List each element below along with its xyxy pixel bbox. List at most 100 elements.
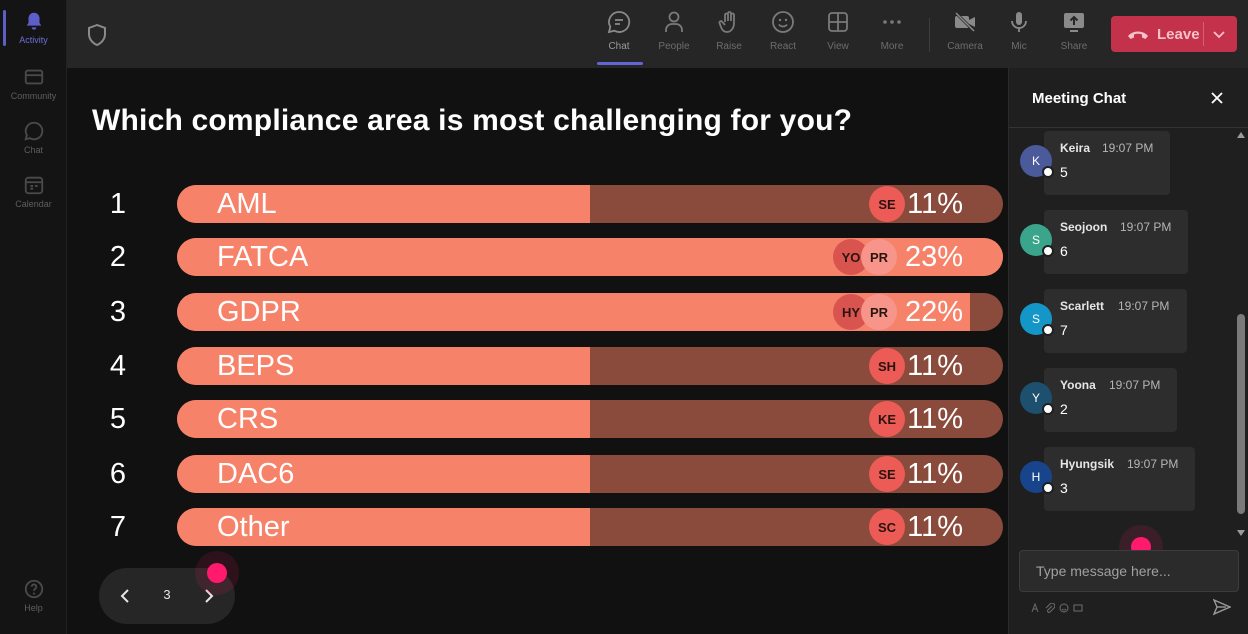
toolbar-camera-label: Camera — [947, 41, 983, 52]
poll-option-percent: 22% — [904, 296, 963, 328]
chat-message: Yoona 19:07 PM 2 Y — [1019, 368, 1219, 432]
send-icon[interactable] — [1213, 598, 1231, 616]
voter-avatar: PR — [861, 294, 897, 330]
message-bubble[interactable]: Yoona 19:07 PM 2 — [1044, 368, 1177, 432]
attach-icon[interactable] — [1045, 603, 1055, 613]
help-icon — [24, 579, 43, 599]
poll-option-row: 2 FATCA YO PR 23% — [67, 238, 1008, 276]
gif-icon[interactable] — [1073, 603, 1083, 613]
scroll-up-arrow-icon[interactable] — [1237, 132, 1245, 138]
shield-icon[interactable] — [87, 24, 107, 46]
toolbar-more-button[interactable]: More — [866, 10, 918, 62]
camera-off-icon — [954, 11, 976, 33]
poll-option-bar[interactable]: CRS KE 11% — [177, 400, 1003, 438]
poll-option-fill — [177, 508, 590, 546]
poll-option-bar[interactable]: GDPR HY PR 22% — [177, 293, 1003, 331]
poll-option-bar[interactable]: DAC6 SE 11% — [177, 455, 1003, 493]
bell-icon — [26, 12, 41, 30]
grid-icon — [828, 12, 848, 32]
chevron-right-icon[interactable] — [199, 586, 219, 606]
poll-option-label: AML — [217, 188, 277, 220]
format-icon[interactable] — [1031, 603, 1041, 613]
voter-avatar: SE — [869, 456, 905, 492]
chat-message: Seojoon 19:07 PM 6 S — [1019, 210, 1219, 274]
message-input[interactable] — [1020, 551, 1238, 591]
chat-message: Hyungsik 19:07 PM 3 H — [1019, 447, 1219, 511]
poll-option-bar[interactable]: BEPS SH 11% — [177, 347, 1003, 385]
poll-option-percent: 11% — [907, 403, 963, 435]
toolbar-divider — [929, 18, 930, 52]
voter-avatar: KE — [869, 401, 905, 437]
avatar[interactable]: S — [1020, 224, 1052, 256]
toolbar-people-button[interactable]: People — [648, 10, 700, 62]
poll-option-percent: 11% — [907, 511, 963, 543]
toolbar-camera-button[interactable]: Camera — [939, 10, 991, 62]
more-icon — [883, 20, 901, 24]
message-timestamp: 19:07 PM — [1118, 299, 1170, 313]
scrollbar-thumb[interactable] — [1237, 314, 1245, 514]
poll-option-label: DAC6 — [217, 458, 295, 490]
chevron-down-icon[interactable] — [1211, 26, 1227, 42]
presence-status-icon — [1042, 245, 1054, 257]
rail-active-indicator — [3, 10, 6, 46]
message-bubble[interactable]: Hyungsik 19:07 PM 3 — [1044, 447, 1195, 511]
message-bubble[interactable]: Keira 19:07 PM 5 — [1044, 131, 1170, 195]
toolbar-mic-button[interactable]: Mic — [993, 10, 1045, 62]
poll-option-fill — [177, 347, 590, 385]
format-toolbar — [1031, 603, 1083, 613]
mic-icon — [1011, 12, 1027, 32]
message-text: 3 — [1060, 480, 1068, 496]
leave-button[interactable]: Leave — [1111, 16, 1237, 52]
emoji-icon[interactable] — [1059, 603, 1069, 613]
calendar-icon — [24, 176, 43, 195]
rail-item-calendar[interactable]: Calendar — [0, 174, 67, 224]
share-icon — [1064, 13, 1084, 32]
page-number: 3 — [163, 587, 171, 602]
poll-option-number: 3 — [109, 296, 127, 328]
toolbar-react-button[interactable]: React — [757, 10, 809, 62]
toolbar-raise-label: Raise — [716, 41, 742, 52]
rail-item-help[interactable]: Help — [0, 578, 67, 628]
avatar[interactable]: Y — [1020, 382, 1052, 414]
poll-option-row: 6 DAC6 SE 11% — [67, 455, 1008, 493]
chat-title: Meeting Chat — [1032, 90, 1127, 107]
message-timestamp: 19:07 PM — [1109, 378, 1161, 392]
toolbar-raise-button[interactable]: Raise — [703, 10, 755, 62]
poll-option-bar[interactable]: FATCA YO PR 23% — [177, 238, 1003, 276]
rail-item-community[interactable]: Community — [0, 66, 67, 116]
chat-icon — [607, 11, 631, 34]
poll-option-label: FATCA — [217, 241, 309, 273]
poll-option-row: 4 BEPS SH 11% — [67, 347, 1008, 385]
poll-option-row: 1 AML SE 11% — [67, 185, 1008, 223]
rail-item-activity[interactable]: Activity — [0, 10, 67, 60]
close-icon[interactable] — [1209, 90, 1225, 106]
poll-option-number: 4 — [109, 350, 127, 382]
toolbar-share-button[interactable]: Share — [1048, 10, 1100, 62]
poll-option-label: BEPS — [217, 350, 295, 382]
poll-option-fill — [177, 400, 590, 438]
toolbar-view-button[interactable]: View — [812, 10, 864, 62]
chevron-left-icon[interactable] — [115, 586, 135, 606]
chat-header: Meeting Chat — [1009, 68, 1248, 128]
toolbar-chat-button[interactable]: Chat — [593, 10, 645, 62]
poll-option-row: 5 CRS KE 11% — [67, 400, 1008, 438]
chat-scrollbar[interactable] — [1235, 128, 1247, 542]
message-bubble[interactable]: Scarlett 19:07 PM 7 — [1044, 289, 1187, 353]
message-bubble[interactable]: Seojoon 19:07 PM 6 — [1044, 210, 1188, 274]
poll-option-row: 7 Other SC 11% — [67, 508, 1008, 546]
rail-item-chat[interactable]: Chat — [0, 120, 67, 170]
rail-item-label: Chat — [23, 145, 43, 155]
poll-option-bar[interactable]: AML SE 11% — [177, 185, 1003, 223]
rail-item-label: Calendar — [15, 199, 52, 209]
message-timestamp: 19:07 PM — [1127, 457, 1179, 471]
poll-option-number: 1 — [109, 188, 127, 220]
poll-option-label: CRS — [217, 403, 279, 435]
toolbar-view-label: View — [827, 41, 849, 52]
toolbar-react-label: React — [769, 41, 797, 52]
compose-box[interactable] — [1019, 550, 1239, 592]
scroll-down-arrow-icon[interactable] — [1237, 530, 1245, 536]
poll-option-fill — [177, 185, 590, 223]
poll-option-percent: 11% — [907, 350, 963, 382]
poll-option-number: 7 — [109, 511, 127, 543]
poll-option-bar[interactable]: Other SC 11% — [177, 508, 1003, 546]
